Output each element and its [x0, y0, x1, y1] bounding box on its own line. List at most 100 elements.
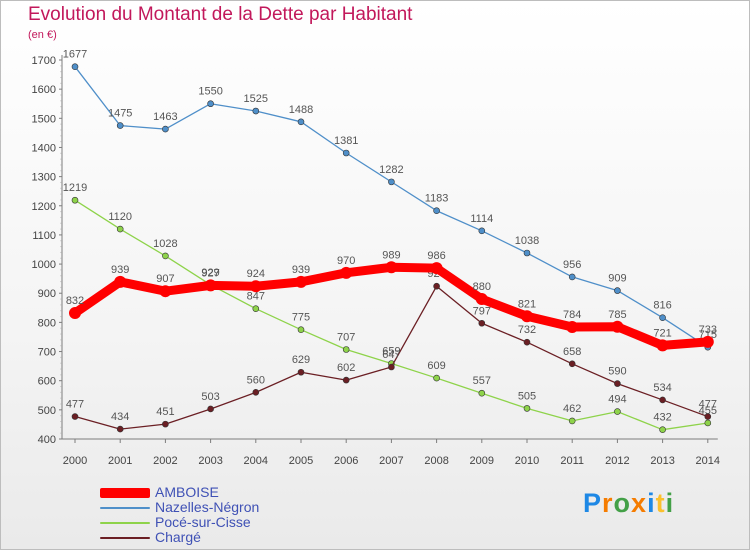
- data-point-charge: [297, 368, 305, 376]
- x-tick-label: 2004: [244, 455, 268, 467]
- x-tick-label: 2014: [696, 455, 720, 467]
- proxiti-logo: Proxiti: [583, 488, 675, 518]
- data-point-amboise: [611, 320, 624, 333]
- data-point-charge: [207, 405, 214, 413]
- data-label-charge: 477: [699, 399, 717, 411]
- data-label-poce-sur-cisse: 707: [337, 331, 355, 343]
- data-point-amboise: [566, 321, 579, 334]
- x-tick-label: 2005: [289, 455, 313, 467]
- data-point-charge: [162, 420, 169, 428]
- data-label-poce-sur-cisse: 659: [382, 345, 400, 357]
- data-label-amboise: 880: [473, 281, 491, 293]
- data-label-charge: 629: [292, 354, 310, 366]
- data-label-charge: 451: [156, 406, 174, 418]
- legend-item-amboise[interactable]: AMBOISE: [100, 484, 360, 500]
- data-point-charge: [388, 363, 395, 371]
- legend-label-poce-sur-cisse: Pocé-sur-Cisse: [155, 514, 251, 530]
- y-tick-label: 1700: [32, 55, 56, 67]
- data-label-amboise: 939: [111, 264, 129, 276]
- x-tick-label: 2012: [605, 455, 629, 467]
- x-tick-label: 2011: [560, 455, 584, 467]
- data-label-poce-sur-cisse: 505: [518, 390, 536, 402]
- data-label-nazelles-negron: 1282: [379, 164, 403, 176]
- data-label-amboise: 832: [66, 295, 84, 307]
- data-point-nazelles-negron: [478, 227, 486, 235]
- data-point-charge: [614, 380, 621, 387]
- data-label-amboise: 927: [201, 267, 219, 279]
- data-point-amboise: [475, 293, 488, 306]
- data-label-nazelles-negron: 1183: [425, 193, 449, 205]
- data-point-nazelles-negron: [252, 107, 260, 115]
- x-tick-label: 2000: [63, 455, 87, 467]
- data-point-charge: [71, 413, 79, 420]
- y-tick-label: 1600: [32, 84, 56, 96]
- data-label-amboise: 970: [337, 255, 355, 267]
- x-tick-label: 2003: [198, 455, 222, 467]
- data-label-nazelles-negron: 1463: [153, 111, 177, 123]
- data-point-poce-sur-cisse: [523, 405, 531, 412]
- legend-swatch-nazelles-negron: [100, 506, 150, 509]
- data-label-poce-sur-cisse: 557: [473, 375, 491, 387]
- data-label-charge: 647: [382, 349, 400, 361]
- y-tick-label: 1500: [32, 113, 56, 125]
- data-point-poce-sur-cisse: [704, 419, 712, 427]
- data-label-charge: 477: [66, 399, 84, 411]
- data-label-poce-sur-cisse: 929: [201, 267, 219, 279]
- data-point-poce-sur-cisse: [297, 326, 305, 333]
- unit-label: (en €): [28, 29, 57, 41]
- data-label-charge: 602: [337, 362, 355, 374]
- data-point-charge: [659, 396, 666, 404]
- data-label-poce-sur-cisse: 494: [608, 394, 626, 406]
- data-point-poce-sur-cisse: [342, 346, 350, 353]
- chart-title: Evolution du Montant de la Dette par Hab…: [28, 4, 413, 25]
- legend-item-nazelles-negron[interactable]: Nazelles-Négron: [100, 499, 360, 515]
- data-point-amboise: [249, 280, 262, 293]
- data-label-charge: 590: [608, 366, 626, 378]
- data-point-amboise: [385, 261, 398, 274]
- data-point-nazelles-negron: [71, 63, 79, 71]
- data-point-nazelles-negron: [388, 178, 395, 186]
- data-label-nazelles-negron: 1525: [244, 93, 268, 105]
- data-point-nazelles-negron: [116, 122, 124, 129]
- data-label-poce-sur-cisse: 432: [653, 412, 671, 424]
- y-tick-label: 700: [38, 347, 56, 359]
- data-point-nazelles-negron: [297, 118, 305, 126]
- x-tick-label: 2001: [108, 455, 132, 467]
- legend-item-charge[interactable]: Chargé: [100, 529, 360, 545]
- data-label-charge: 560: [247, 374, 265, 386]
- data-point-nazelles-negron: [433, 207, 440, 215]
- data-point-amboise: [340, 266, 353, 279]
- legend-swatch-poce-sur-cisse: [100, 521, 150, 524]
- data-label-nazelles-negron: 1475: [108, 108, 132, 120]
- data-point-poce-sur-cisse: [433, 374, 440, 382]
- x-tick-label: 2013: [650, 455, 674, 467]
- y-tick-label: 500: [38, 405, 56, 417]
- data-label-nazelles-negron: 1488: [289, 104, 313, 116]
- data-label-charge: 732: [518, 324, 536, 336]
- data-label-amboise: 924: [247, 268, 265, 280]
- data-point-charge: [116, 425, 124, 433]
- data-point-charge: [252, 389, 260, 396]
- x-tick-label: 2009: [470, 455, 494, 467]
- data-label-amboise: 821: [518, 298, 536, 310]
- data-point-nazelles-negron: [614, 287, 621, 294]
- data-label-charge: 503: [201, 391, 219, 403]
- data-label-charge: 534: [653, 382, 671, 394]
- data-label-nazelles-negron: 1381: [334, 135, 358, 147]
- data-point-nazelles-negron: [659, 314, 666, 322]
- data-label-charge: 434: [111, 411, 129, 423]
- y-tick-label: 1400: [32, 142, 56, 154]
- data-label-amboise: 939: [292, 264, 310, 276]
- data-label-amboise: 733: [699, 324, 717, 336]
- data-point-poce-sur-cisse: [71, 196, 79, 204]
- data-label-poce-sur-cisse: 1219: [63, 182, 87, 194]
- data-label-nazelles-negron: 956: [563, 259, 581, 271]
- legend-item-poce-sur-cisse[interactable]: Pocé-sur-Cisse: [100, 514, 360, 530]
- data-label-poce-sur-cisse: 775: [292, 312, 310, 324]
- data-point-poce-sur-cisse: [659, 426, 666, 433]
- x-tick-label: 2006: [334, 455, 358, 467]
- data-label-nazelles-negron: 1550: [198, 86, 222, 98]
- y-tick-label: 600: [38, 376, 56, 388]
- data-label-amboise: 986: [427, 250, 445, 262]
